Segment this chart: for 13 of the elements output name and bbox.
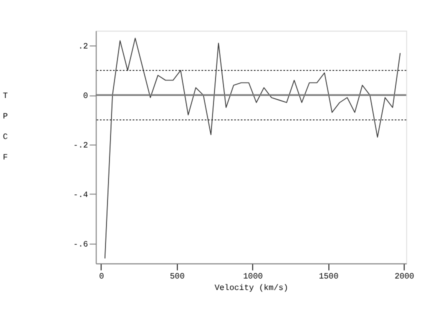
x-tick-label: 1500: [318, 272, 339, 282]
y-tick-label: -.2: [73, 141, 88, 150]
y-tick-label: .2: [78, 42, 88, 52]
text: TPCF: [2, 92, 8, 162]
x-tick-label: 2000: [394, 272, 414, 282]
y-tick-label: -.4: [73, 190, 88, 200]
y-tick-label: -.6: [73, 240, 88, 250]
x-tick-label: 0: [99, 272, 104, 282]
x-tick-label: 500: [170, 272, 185, 282]
y-tick-label: 0: [83, 92, 88, 101]
x-tick-label: 1000: [243, 272, 263, 282]
line-series: [104, 38, 401, 259]
x-axis-title: Velocity (km/s): [214, 284, 288, 294]
